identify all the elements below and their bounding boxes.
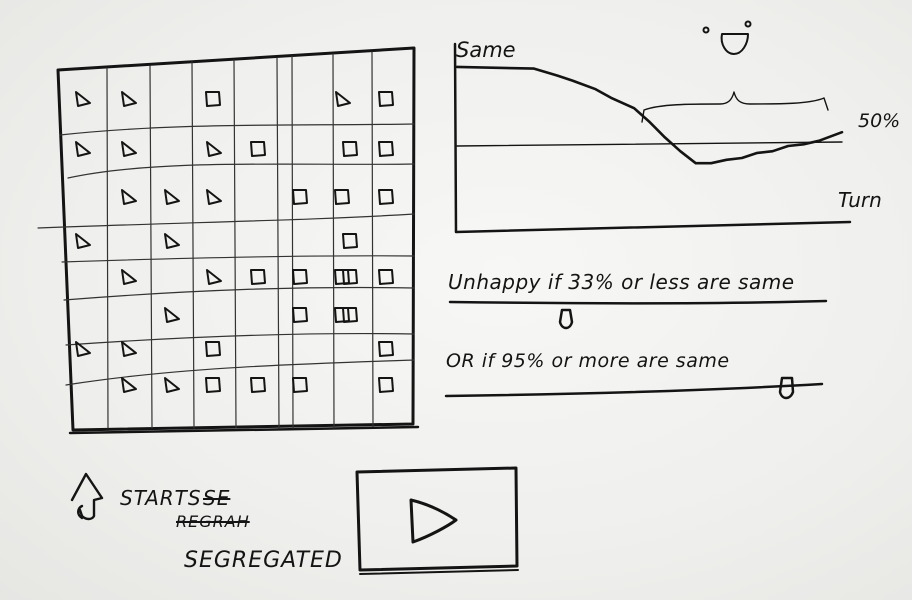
- agent-square: [378, 341, 394, 357]
- status-current-state: SEGREGATED: [184, 548, 343, 573]
- play-button-shadow: [359, 569, 519, 575]
- agent-triangle: [335, 91, 351, 107]
- play-button[interactable]: [355, 466, 519, 575]
- line-chart: [453, 20, 852, 234]
- agent-triangle: [75, 141, 91, 157]
- agent-square: [334, 189, 350, 205]
- agent-square: [334, 307, 350, 323]
- agent-triangle: [75, 341, 91, 357]
- slider-handle: [558, 308, 574, 330]
- chart-brace: [641, 91, 829, 123]
- agent-square: [342, 141, 358, 157]
- agent-triangle: [121, 91, 137, 107]
- cursor-hand-icon: [70, 472, 104, 521]
- slider-unhappy-min-label: Unhappy if 33% or less are same: [448, 270, 795, 294]
- agent-triangle: [121, 189, 137, 205]
- status-prefix: STARTS: [120, 486, 202, 510]
- slider-track: [448, 299, 828, 305]
- slider-unhappy-max-label: OR if 95% or more are same: [446, 350, 730, 372]
- agent-square: [378, 91, 394, 107]
- agent-square: [378, 269, 394, 285]
- agent-square: [250, 269, 266, 285]
- agent-square: [205, 91, 221, 107]
- chart-reference-line: [456, 141, 843, 147]
- agent-triangle: [121, 341, 137, 357]
- agent-triangle: [164, 233, 180, 249]
- agent-square: [378, 141, 394, 157]
- agent-triangle: [206, 269, 222, 285]
- agent-square: [250, 141, 266, 157]
- agent-triangle: [121, 141, 137, 157]
- agent-triangle: [75, 91, 91, 107]
- agent-square: [378, 189, 394, 205]
- agent-square: [292, 189, 308, 205]
- slider-unhappy-max[interactable]: [444, 376, 824, 400]
- chart-x-axis-label: Turn: [838, 188, 882, 212]
- agent-square: [292, 377, 308, 393]
- agent-square: [205, 341, 221, 357]
- agent-triangle: [164, 307, 180, 323]
- agent-triangle: [75, 233, 91, 249]
- agent-triangle: [121, 377, 137, 393]
- agent-triangle: [206, 141, 222, 157]
- chart-reference-label: 50%: [858, 110, 901, 132]
- grid-row-lines: [37, 123, 415, 386]
- status-struck-word-2: REGRAH: [176, 512, 250, 531]
- agent-square: [378, 377, 394, 393]
- grid-agents: [75, 91, 394, 393]
- agent-square: [342, 233, 358, 249]
- grid-bottom-line: [68, 425, 420, 435]
- slider-unhappy-min[interactable]: [448, 299, 828, 330]
- chart-y-axis: [453, 42, 458, 234]
- play-button-frame: [355, 466, 519, 572]
- grid-board[interactable]: [37, 46, 420, 435]
- agent-triangle: [164, 189, 180, 205]
- agent-triangle: [206, 189, 222, 205]
- chart-series-line: [455, 65, 844, 165]
- chart-x-axis: [454, 220, 852, 234]
- status-struck-word-1: SE: [203, 486, 231, 510]
- agent-square: [342, 307, 358, 323]
- smiley-icon: [702, 20, 752, 55]
- slider-handle: [778, 376, 795, 400]
- grid-frame: [56, 46, 416, 432]
- agent-square: [292, 269, 308, 285]
- agent-square: [334, 269, 350, 285]
- agent-triangle: [164, 377, 180, 393]
- slider-track: [444, 382, 824, 398]
- play-icon: [409, 498, 458, 544]
- grid-column-lines: [106, 51, 374, 429]
- agent-square: [250, 377, 266, 393]
- agent-square: [205, 377, 221, 393]
- agent-square: [292, 307, 308, 323]
- chart-y-axis-label: Same: [456, 38, 516, 62]
- agent-square: [342, 269, 358, 285]
- agent-triangle: [121, 269, 137, 285]
